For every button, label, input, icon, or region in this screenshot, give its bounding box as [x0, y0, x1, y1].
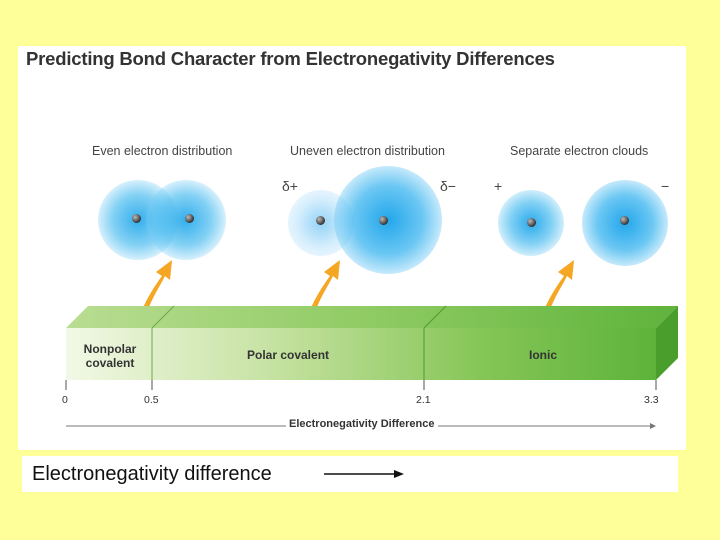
polar-cloud-large	[334, 166, 442, 274]
delta-plus-symbol: δ+	[282, 178, 298, 194]
orange-arrow-nonpolar	[142, 260, 172, 310]
bar-side-face	[656, 306, 678, 380]
polar-nucleus-right	[379, 216, 388, 225]
tick-0: 0	[62, 394, 68, 406]
caption-arrow-icon	[324, 470, 404, 478]
figure-title: Predicting Bond Character from Electrone…	[26, 48, 555, 69]
nonpolar-nucleus-right	[185, 214, 194, 223]
nonpolar-covalent-label: Nonpolar covalent	[74, 342, 146, 370]
nonpolar-label-line2: covalent	[85, 356, 135, 370]
separate-clouds-label: Separate electron clouds	[510, 144, 649, 158]
ionic-label: Ionic	[528, 348, 557, 362]
plus-symbol: +	[494, 178, 503, 194]
bond-character-bar	[65, 305, 678, 429]
bar-top-face	[66, 306, 678, 328]
caption-text: Electronegativity difference	[32, 463, 272, 485]
even-distribution-label: Even electron distribution	[92, 144, 233, 158]
uneven-distribution-label: Uneven electron distribution	[290, 144, 445, 158]
caption-box: Electronegativity difference	[22, 456, 678, 492]
polar-covalent-label: Polar covalent	[246, 348, 330, 362]
axis-title: Electronegativity Difference	[286, 418, 438, 430]
tick-2-1: 2.1	[416, 394, 431, 406]
bar-front-face	[66, 328, 656, 380]
tick-0-5: 0.5	[144, 394, 159, 406]
orange-arrow-ionic	[544, 260, 574, 310]
nonpolar-nucleus-left	[132, 214, 141, 223]
tick-3-3: 3.3	[644, 394, 659, 406]
orange-arrow-polar	[310, 260, 340, 310]
figure-panel: Predicting Bond Character from Electrone…	[18, 46, 686, 450]
ionic-nucleus-right	[620, 216, 629, 225]
delta-minus-symbol: δ−	[440, 178, 456, 194]
polar-nucleus-left	[316, 216, 325, 225]
ionic-nucleus-left	[527, 218, 536, 227]
minus-symbol: −	[661, 178, 670, 194]
nonpolar-label-line1: Nonpolar	[83, 342, 137, 356]
axis-arrowhead	[650, 423, 656, 429]
